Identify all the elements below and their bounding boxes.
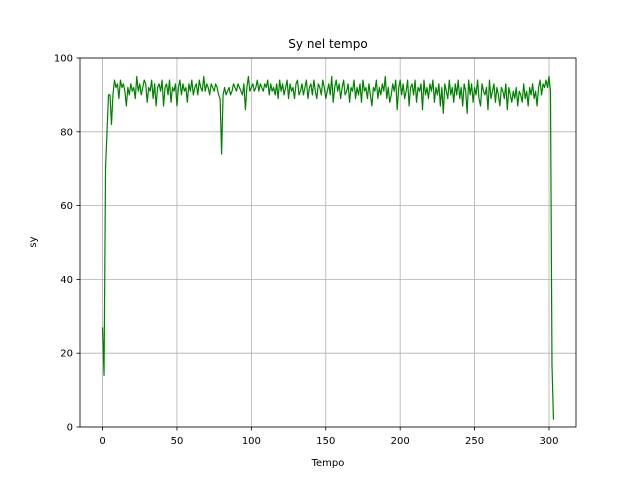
x-axis-label: Tempo (311, 458, 345, 469)
x-tick-label: 50 (171, 436, 184, 447)
plot (101, 75, 555, 420)
x-tick-label: 100 (242, 436, 261, 447)
y-tick-label: 40 (60, 275, 73, 286)
y-tick-label: 0 (67, 423, 73, 434)
y-tick-label: 20 (60, 349, 73, 360)
x-tick-label: 150 (316, 436, 335, 447)
x-tick-label: 300 (539, 436, 558, 447)
y-tick-label: 100 (54, 54, 73, 65)
x-tick-label: 200 (391, 436, 410, 447)
x-tick-label: 0 (99, 436, 105, 447)
chart-title: Sy nel tempo (288, 37, 367, 51)
y-axis-label: sy (28, 236, 39, 247)
y-tick-label: 80 (60, 127, 73, 138)
axes-frame (79, 57, 577, 428)
x-tick-label: 250 (465, 436, 484, 447)
data-line (101, 75, 555, 420)
y-tick-label: 60 (60, 201, 73, 212)
